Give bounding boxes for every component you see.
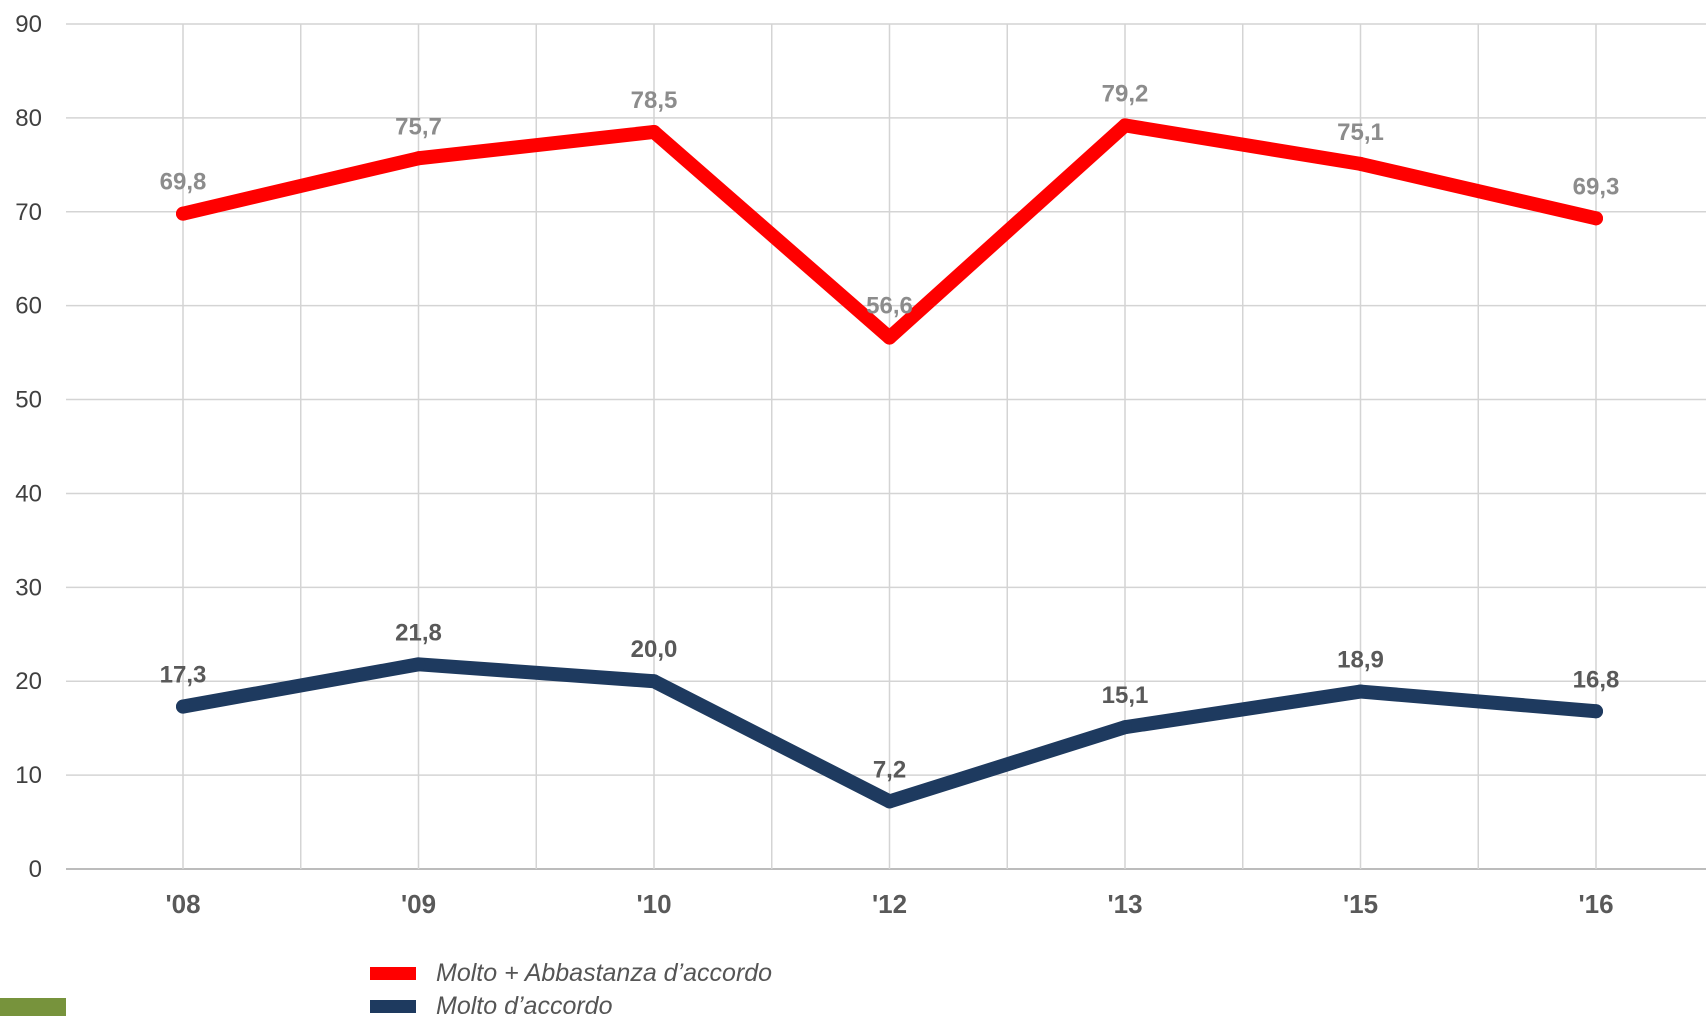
data-label: 7,2 — [873, 756, 906, 783]
y-tick-label: 40 — [15, 480, 42, 507]
corner-accent-block — [0, 998, 66, 1016]
data-label: 75,1 — [1337, 119, 1384, 146]
data-label: 16,8 — [1573, 666, 1620, 693]
y-tick-label: 50 — [15, 387, 42, 414]
data-label: 21,8 — [395, 619, 442, 646]
y-tick-label: 30 — [15, 574, 42, 601]
data-point — [1589, 211, 1603, 226]
data-point — [411, 151, 426, 166]
x-tick-label: '09 — [401, 889, 436, 919]
data-label: 69,8 — [160, 169, 207, 196]
y-tick-label: 20 — [15, 668, 42, 695]
y-tick-label: 60 — [15, 293, 42, 320]
legend-swatch-total-agree — [370, 967, 416, 980]
data-point — [882, 794, 897, 809]
data-label: 69,3 — [1573, 173, 1620, 200]
data-point — [1118, 118, 1132, 133]
y-tick-label: 80 — [15, 105, 42, 132]
data-label: 75,7 — [395, 113, 442, 140]
data-point — [882, 330, 897, 345]
y-tick-label: 0 — [29, 856, 42, 883]
data-label: 18,9 — [1337, 647, 1384, 674]
legend-label-strongly-agree: Molto d’accordo — [436, 992, 613, 1020]
data-point — [1353, 684, 1368, 699]
data-point — [647, 674, 661, 689]
chart-series — [176, 118, 1603, 809]
x-axis-ticks: '08 '09 '10 '12 '13 '15 '16 — [165, 889, 1613, 919]
data-label: 56,6 — [866, 293, 913, 320]
data-point — [176, 206, 190, 221]
data-label: 79,2 — [1102, 80, 1149, 107]
data-point — [1118, 720, 1132, 735]
x-tick-label: '15 — [1343, 889, 1378, 919]
data-point — [411, 657, 426, 672]
y-axis-ticks: 0 10 20 30 40 50 60 70 80 90 — [15, 11, 42, 883]
legend-label-total-agree: Molto + Abbastanza d’accordo — [436, 959, 773, 987]
data-labels: 69,8 75,7 78,5 56,6 79,2 75,1 69,3 17,3 21,8 20,0… — [160, 80, 1620, 783]
x-tick-label: '13 — [1107, 889, 1142, 919]
data-label: 20,0 — [631, 636, 678, 663]
data-point — [1353, 156, 1368, 171]
x-tick-label: '08 — [165, 889, 200, 919]
y-tick-label: 90 — [15, 11, 42, 38]
x-tick-label: '12 — [872, 889, 907, 919]
chart-grid — [66, 23, 1706, 870]
chart-legend: Molto + Abbastanza d’accordo Molto d’acc… — [370, 958, 772, 1022]
data-label: 17,3 — [160, 662, 207, 689]
legend-item-strongly-agree: Molto d’accordo — [370, 991, 772, 1022]
data-point — [176, 699, 190, 714]
legend-swatch-strongly-agree — [370, 1000, 416, 1013]
legend-item-total-agree: Molto + Abbastanza d’accordo — [370, 958, 772, 989]
y-tick-label: 70 — [15, 199, 42, 226]
data-label: 78,5 — [631, 87, 678, 114]
data-point — [647, 124, 661, 139]
x-tick-label: '16 — [1578, 889, 1613, 919]
data-point — [1589, 704, 1603, 719]
x-tick-label: '10 — [636, 889, 671, 919]
y-tick-label: 10 — [15, 762, 42, 789]
data-label: 15,1 — [1102, 682, 1149, 709]
